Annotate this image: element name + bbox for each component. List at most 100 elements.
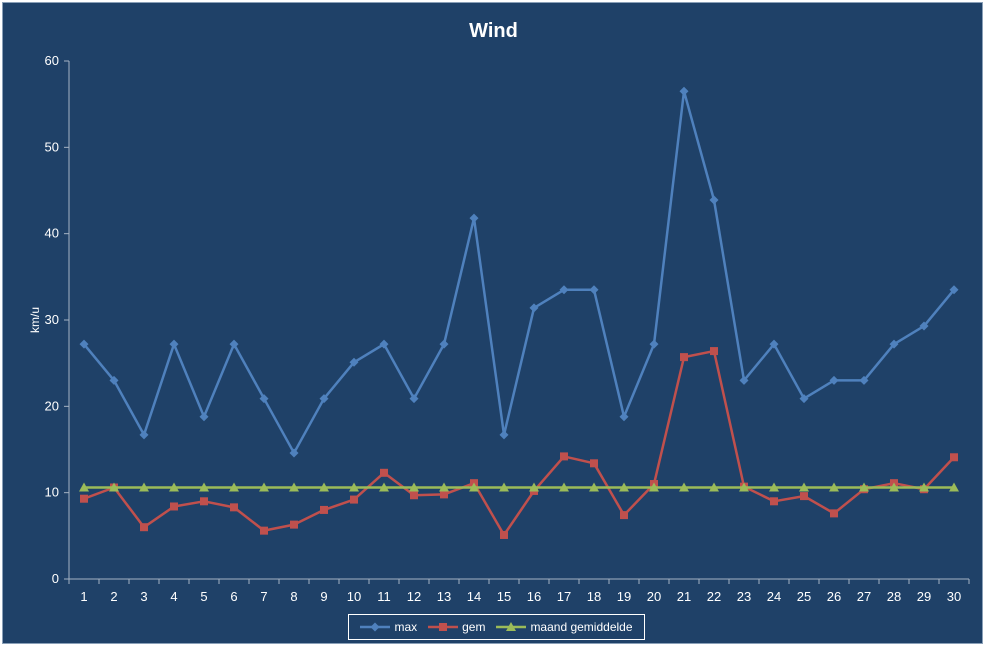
data-point-maand-gemiddelde xyxy=(559,482,569,492)
data-point-maand-gemiddelde xyxy=(199,482,209,492)
data-point-gem xyxy=(410,491,418,500)
x-tick-label: 19 xyxy=(617,589,631,604)
data-point-gem xyxy=(320,505,328,514)
x-tick-label: 10 xyxy=(347,589,361,604)
data-point-maand-gemiddelde xyxy=(349,482,359,492)
x-tick-label: 12 xyxy=(407,589,421,604)
data-point-gem xyxy=(680,353,688,362)
data-point-max xyxy=(439,339,449,349)
data-point-gem xyxy=(950,453,958,462)
data-point-max xyxy=(559,285,569,295)
data-point-gem xyxy=(560,452,568,461)
data-point-max xyxy=(409,394,419,404)
data-point-max xyxy=(739,375,749,385)
x-tick-label: 9 xyxy=(320,589,327,604)
y-tick-label: 60 xyxy=(45,53,59,68)
y-tick-label: 20 xyxy=(45,398,59,413)
x-tick-label: 27 xyxy=(857,589,871,604)
data-point-gem xyxy=(260,526,268,535)
data-point-max xyxy=(199,412,209,422)
x-tick-label: 20 xyxy=(647,589,661,604)
data-point-gem xyxy=(800,492,808,501)
legend-item-maand-gemiddelde: maand gemiddelde xyxy=(496,620,633,634)
x-tick-label: 28 xyxy=(887,589,901,604)
data-point-max xyxy=(649,339,659,349)
x-tick-label: 13 xyxy=(437,589,451,604)
x-tick-label: 22 xyxy=(707,589,721,604)
x-tick-label: 14 xyxy=(467,589,481,604)
data-point-maand-gemiddelde xyxy=(889,482,899,492)
legend-label: gem xyxy=(462,620,486,634)
data-point-gem xyxy=(620,511,628,520)
chart-title: Wind xyxy=(469,20,518,42)
data-point-max xyxy=(829,375,839,385)
data-point-maand-gemiddelde xyxy=(379,482,389,492)
x-tick-label: 3 xyxy=(140,589,147,604)
data-point-maand-gemiddelde xyxy=(589,482,599,492)
data-point-max xyxy=(319,394,329,404)
data-point-gem xyxy=(140,523,148,532)
data-point-max xyxy=(949,285,959,295)
x-tick-label: 24 xyxy=(767,589,781,604)
data-point-maand-gemiddelde xyxy=(469,482,479,492)
data-point-max xyxy=(889,339,899,349)
x-tick-label: 29 xyxy=(917,589,931,604)
legend-label: maand gemiddelde xyxy=(530,620,633,634)
data-point-maand-gemiddelde xyxy=(109,482,119,492)
data-point-maand-gemiddelde xyxy=(79,482,89,492)
data-point-maand-gemiddelde xyxy=(319,482,329,492)
x-tick-label: 23 xyxy=(737,589,751,604)
data-point-gem xyxy=(590,459,598,468)
data-point-gem xyxy=(200,497,208,506)
data-point-gem xyxy=(230,503,238,512)
x-tick-label: 4 xyxy=(170,589,177,604)
data-point-gem xyxy=(380,468,388,477)
series-line-max xyxy=(83,89,955,455)
data-point-max xyxy=(709,195,719,205)
x-tick-label: 7 xyxy=(260,589,267,604)
data-point-max xyxy=(379,339,389,349)
x-tick-label: 18 xyxy=(587,589,601,604)
data-point-max xyxy=(859,375,869,385)
x-tick-label: 8 xyxy=(290,589,297,604)
legend-swatch-max xyxy=(360,622,391,632)
legend: max gem maand gemiddelde xyxy=(348,614,645,640)
y-axis-title: km/u xyxy=(28,307,42,333)
data-point-max xyxy=(109,375,119,385)
x-tick-label: 26 xyxy=(827,589,841,604)
x-tick-label: 5 xyxy=(200,589,207,604)
data-point-maand-gemiddelde xyxy=(709,482,719,492)
data-point-max xyxy=(349,357,359,367)
data-point-gem xyxy=(350,495,358,504)
data-point-maand-gemiddelde xyxy=(439,482,449,492)
data-point-max xyxy=(919,321,929,331)
y-tick-label: 10 xyxy=(45,485,59,500)
data-point-gem xyxy=(830,509,838,518)
data-point-gem xyxy=(710,347,718,356)
data-point-max xyxy=(529,303,539,313)
data-point-maand-gemiddelde xyxy=(859,482,869,492)
series-line-gem xyxy=(83,349,955,537)
data-point-max xyxy=(229,339,239,349)
x-tick-label: 6 xyxy=(230,589,237,604)
data-point-max xyxy=(469,213,479,223)
data-point-maand-gemiddelde xyxy=(739,482,749,492)
x-tick-label: 1 xyxy=(80,589,87,604)
legend-item-gem: gem xyxy=(428,620,485,634)
data-point-maand-gemiddelde xyxy=(259,482,269,492)
data-point-max xyxy=(589,285,599,295)
x-tick-label: 21 xyxy=(677,589,691,604)
data-point-gem xyxy=(170,502,178,511)
data-point-maand-gemiddelde xyxy=(769,482,779,492)
data-point-maand-gemiddelde xyxy=(409,482,419,492)
data-point-maand-gemiddelde xyxy=(169,482,179,492)
data-point-max xyxy=(259,394,269,404)
data-point-maand-gemiddelde xyxy=(649,482,659,492)
data-point-gem xyxy=(80,494,88,503)
data-point-maand-gemiddelde xyxy=(499,482,509,492)
data-point-max xyxy=(499,430,509,440)
legend-swatch-gem xyxy=(428,623,459,631)
data-point-maand-gemiddelde xyxy=(229,482,239,492)
